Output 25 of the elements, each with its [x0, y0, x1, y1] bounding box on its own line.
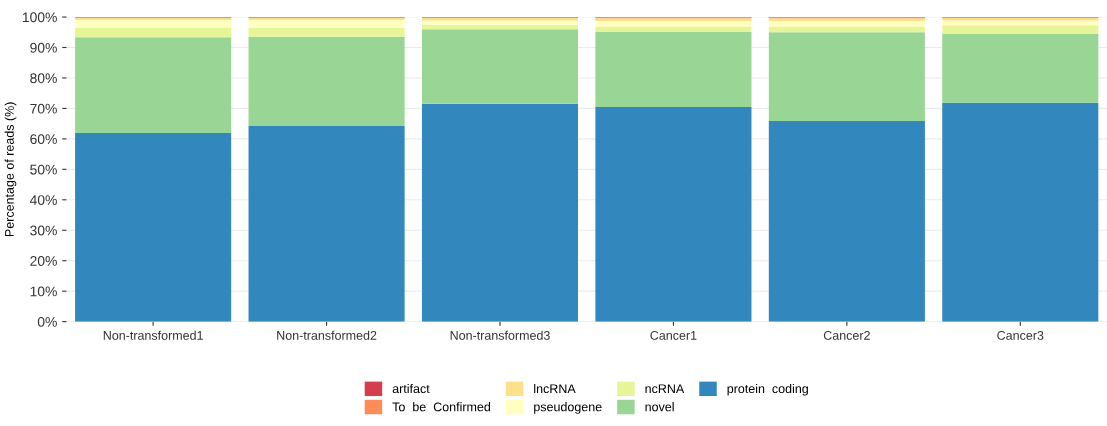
y-tick-label: 20%: [30, 256, 57, 266]
legend-label: pseudogene: [534, 402, 602, 414]
y-tick-label: 80%: [30, 73, 57, 84]
y-tick-label: 30%: [30, 225, 57, 236]
y-tick-label: 70%: [30, 103, 57, 114]
x-tick-label: Cancer3: [997, 330, 1044, 340]
y-tick-label: 50%: [30, 164, 57, 175]
x-tick-label: Non-transformed2: [277, 330, 377, 340]
y-tick-label: 10%: [30, 286, 57, 297]
legend-label: novel: [645, 402, 674, 412]
legend-label: artifact: [392, 383, 430, 394]
y-tick-label: 90%: [30, 42, 57, 53]
y-tick-label: 100%: [22, 12, 57, 23]
x-tick-label: Non-transformed1: [103, 330, 203, 340]
y-axis-title: Percentage of reads (%): [4, 102, 17, 237]
legend-label: lncRNA: [534, 383, 576, 394]
legend-label: To be Confirmed: [392, 402, 491, 412]
x-tick-label: Non-transformed3: [450, 330, 550, 340]
x-tick-label: Cancer2: [823, 330, 870, 340]
x-tick-label: Cancer1: [650, 330, 697, 340]
legend-label: protein coding: [727, 383, 808, 396]
y-tick-label: 40%: [29, 195, 57, 205]
y-tick-label: 0%: [37, 316, 57, 327]
y-tick-label: 60%: [30, 134, 57, 145]
legend-label: ncRNA: [645, 384, 685, 394]
